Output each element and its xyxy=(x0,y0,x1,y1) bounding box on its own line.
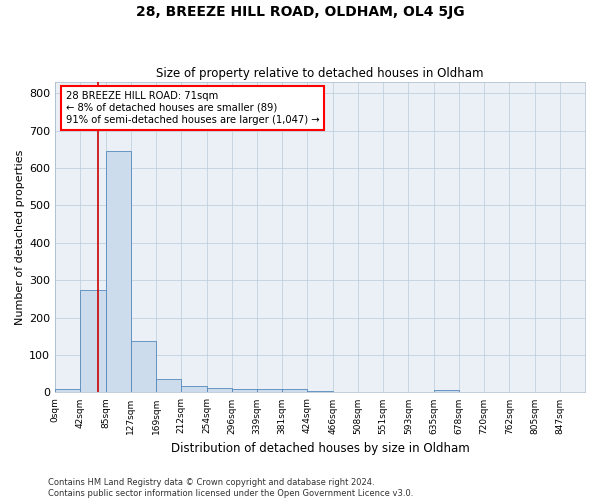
Bar xyxy=(434,390,459,392)
Bar xyxy=(80,290,106,393)
X-axis label: Distribution of detached houses by size in Oldham: Distribution of detached houses by size … xyxy=(171,442,469,455)
Bar xyxy=(282,389,307,392)
Title: Size of property relative to detached houses in Oldham: Size of property relative to detached ho… xyxy=(157,66,484,80)
Y-axis label: Number of detached properties: Number of detached properties xyxy=(15,150,25,325)
Bar xyxy=(181,386,206,392)
Text: 28, BREEZE HILL ROAD, OLDHAM, OL4 5JG: 28, BREEZE HILL ROAD, OLDHAM, OL4 5JG xyxy=(136,5,464,19)
Bar xyxy=(156,380,181,392)
Text: Contains HM Land Registry data © Crown copyright and database right 2024.
Contai: Contains HM Land Registry data © Crown c… xyxy=(48,478,413,498)
Bar xyxy=(232,388,257,392)
Bar xyxy=(55,390,80,392)
Bar xyxy=(131,341,156,392)
Bar xyxy=(257,388,282,392)
Bar xyxy=(206,388,232,392)
Bar xyxy=(106,151,131,392)
Bar xyxy=(307,390,332,392)
Text: 28 BREEZE HILL ROAD: 71sqm
← 8% of detached houses are smaller (89)
91% of semi-: 28 BREEZE HILL ROAD: 71sqm ← 8% of detac… xyxy=(66,92,319,124)
